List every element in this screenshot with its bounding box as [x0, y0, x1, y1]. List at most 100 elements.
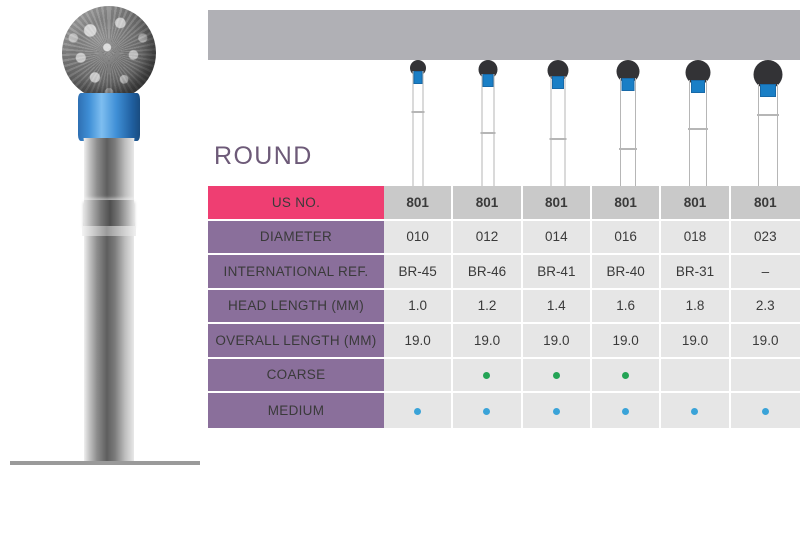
table-cell: 19.0 [522, 324, 592, 359]
table-cell: 1.4 [522, 289, 592, 324]
bur-shank-icon [412, 71, 424, 186]
table-cell: 19.0 [730, 324, 800, 359]
medium-dot-icon [761, 407, 769, 415]
bur-diagram-018 [663, 60, 733, 186]
row-label: US NO. [208, 186, 384, 221]
table-body: US NO. 801 801 801 801 801 801 DIAMETER 010 012 01… [208, 186, 800, 428]
table-cell [384, 393, 454, 428]
table-cell [453, 358, 523, 393]
medium-dot-icon [691, 407, 699, 415]
bur-shank-step-icon [619, 148, 637, 150]
table-cell: 010 [384, 220, 454, 255]
bur-color-band-photo [78, 93, 140, 141]
table-cell: 018 [661, 220, 731, 255]
medium-dot-icon [414, 407, 422, 415]
bur-shank-step-icon [549, 138, 567, 140]
bur-shank-icon [620, 78, 636, 186]
table-cell: 19.0 [384, 324, 454, 359]
table-cell [384, 358, 454, 393]
table-cell [453, 393, 523, 428]
bur-shank-step-icon [688, 128, 708, 130]
table-cell: 1.8 [661, 289, 731, 324]
table-cell: 19.0 [591, 324, 662, 359]
table-row: INTERNATIONAL REF. BR-45 BR-46 BR-41 BR-40 BR… [208, 255, 800, 290]
row-label: DIAMETER [208, 220, 384, 255]
bur-shank-photo [84, 138, 134, 463]
table-cell: 1.2 [453, 289, 523, 324]
diamond-bur-head-photo [62, 6, 156, 100]
table-cell: 014 [522, 220, 592, 255]
table-cell [522, 393, 592, 428]
medium-dot-icon [622, 407, 630, 415]
table-row: COARSE [208, 358, 800, 393]
table-cell: BR-41 [522, 255, 592, 290]
bur-diagram-023 [733, 60, 803, 186]
table-cell: BR-31 [661, 255, 731, 290]
bur-diagram-012 [453, 60, 523, 186]
row-label: MEDIUM [208, 393, 384, 428]
table-cell: 801 [730, 186, 800, 221]
table-cell: 801 [661, 186, 731, 221]
medium-dot-icon [552, 407, 560, 415]
row-label: COARSE [208, 358, 384, 393]
table-cell [730, 393, 800, 428]
bur-shank-icon [550, 76, 566, 186]
table-cell: 1.6 [591, 289, 662, 324]
table-cell: – [730, 255, 800, 290]
specification-table: US NO. 801 801 801 801 801 801 DIAMETER 010 012 01… [208, 186, 800, 428]
table-cell: 801 [522, 186, 592, 221]
bur-band-icon [621, 78, 635, 91]
table-cell [522, 358, 592, 393]
table-cell: BR-45 [384, 255, 454, 290]
table-row: DIAMETER 010 012 014 016 018 023 [208, 220, 800, 255]
row-label: OVERALL LENGTH (MM) [208, 324, 384, 359]
table-cell: 19.0 [661, 324, 731, 359]
coarse-dot-icon [483, 372, 491, 380]
bur-diagram-016 [593, 60, 663, 186]
table-row: OVERALL LENGTH (MM) 19.0 19.0 19.0 19.0 19.0 1… [208, 324, 800, 359]
table-cell [730, 358, 800, 393]
photo-baseline-rule [10, 461, 190, 465]
coarse-dot-icon [552, 372, 560, 380]
top-gray-banner [208, 10, 800, 60]
table-cell [661, 358, 731, 393]
bur-diagram-strip [383, 60, 803, 186]
bur-shank-groove-photo [82, 226, 136, 236]
table-cell [591, 358, 662, 393]
table-cell: 023 [730, 220, 800, 255]
spec-panel: ROUND US NO. 801 801 801 801 801 801 DIAMETER 01… [200, 0, 810, 537]
table-cell: 1.0 [384, 289, 454, 324]
coarse-dot-icon [622, 372, 630, 380]
bur-band-icon [552, 76, 564, 89]
table-cell: 012 [453, 220, 523, 255]
table-cell: BR-46 [453, 255, 523, 290]
bur-shank-step-icon [480, 132, 496, 134]
table-cell: 19.0 [453, 324, 523, 359]
bur-head-icon [616, 60, 640, 83]
bur-band-icon [760, 84, 776, 97]
table-cell: 2.3 [730, 289, 800, 324]
table-cell: 801 [453, 186, 523, 221]
bur-shank-step-icon [757, 114, 779, 116]
bur-shank-icon [758, 84, 778, 186]
table-row: MEDIUM [208, 393, 800, 428]
table-cell: 801 [591, 186, 662, 221]
table-row: US NO. 801 801 801 801 801 801 [208, 186, 800, 221]
bur-diagram-010 [383, 60, 453, 186]
row-label: HEAD LENGTH (MM) [208, 289, 384, 324]
bur-band-icon [413, 71, 423, 84]
photo-baseline-rule-right [150, 461, 200, 465]
row-label: INTERNATIONAL REF. [208, 255, 384, 290]
bur-band-icon [691, 80, 705, 93]
bur-shank-notch-photo [84, 200, 134, 226]
bur-shank-icon [481, 74, 495, 186]
page-title: ROUND [214, 142, 313, 170]
table-row: HEAD LENGTH (MM) 1.0 1.2 1.4 1.6 1.8 2.3 [208, 289, 800, 324]
bur-diagram-014 [523, 60, 593, 186]
table-cell: BR-40 [591, 255, 662, 290]
bur-band-icon [482, 74, 494, 87]
bur-shank-step-icon [411, 111, 425, 113]
table-cell [661, 393, 731, 428]
table-cell: 016 [591, 220, 662, 255]
